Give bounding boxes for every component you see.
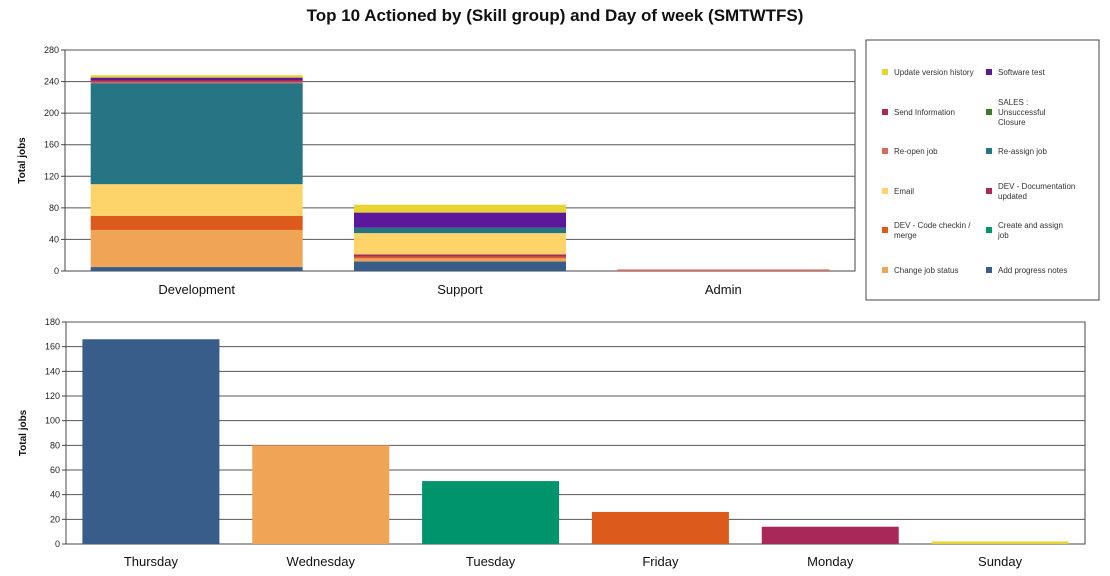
x-category-label: Wednesday bbox=[287, 554, 356, 569]
bar-segment-support-change-job-status bbox=[354, 258, 566, 262]
bar-segment-development-dev-code-checkin-merge bbox=[90, 215, 303, 230]
bar-thursday bbox=[82, 339, 220, 544]
bar-segment-admin-re-open-job bbox=[617, 269, 830, 271]
legend-box bbox=[865, 39, 1100, 301]
bar-segment-support-update-version-history bbox=[354, 204, 566, 213]
bar-segment-support-email bbox=[354, 233, 566, 255]
legend-swatch-dev-documentation-updated bbox=[986, 188, 992, 194]
legend-label-sales-unsuccessful-closure: SALES : Unsuccessful Closure bbox=[998, 98, 1046, 127]
bottom-y-tick-label: 20 bbox=[50, 514, 60, 524]
legend-swatch-create-and-assign-job bbox=[986, 227, 992, 233]
bottom-y-tick-label: 100 bbox=[45, 416, 60, 426]
top-y-tick-label: 200 bbox=[44, 108, 59, 118]
bar-segment-development-add-progress-notes bbox=[90, 267, 303, 271]
bar-friday bbox=[591, 511, 729, 544]
legend-swatch-add-progress-notes bbox=[986, 267, 992, 273]
bar-wednesday bbox=[252, 445, 390, 544]
bar-segment-development-email bbox=[90, 184, 303, 216]
legend-label-re-assign-job: Re-assign job bbox=[998, 147, 1047, 156]
bottom-y-axis-label: Total jobs bbox=[18, 409, 29, 456]
bar-segment-support-dev-code-checkin-merge bbox=[354, 256, 566, 259]
x-category-label: Tuesday bbox=[466, 554, 516, 569]
legend-label-update-version-history: Update version history bbox=[894, 68, 974, 77]
x-category-label: Sunday bbox=[978, 554, 1023, 569]
x-category-label: Thursday bbox=[124, 554, 179, 569]
bottom-chart-day-of-week: 0 20 40 60 80 100 120 140 160 180 Total jobs Thursd… bbox=[18, 317, 1086, 569]
legend-swatch-change-job-status bbox=[882, 267, 888, 273]
legend-swatch-sales-unsuccessful-closure bbox=[986, 109, 992, 115]
x-category-label: Friday bbox=[642, 554, 679, 569]
legend-label-change-job-status: Change job status bbox=[894, 266, 959, 275]
top-y-tick-label: 120 bbox=[44, 171, 59, 181]
legend-label-software-test: Software test bbox=[998, 68, 1045, 77]
bar-segment-development-change-job-status bbox=[90, 265, 303, 268]
legend-label-send-information: Send Information bbox=[894, 108, 955, 117]
bottom-y-tick-label: 60 bbox=[50, 465, 60, 475]
x-category-label: Development bbox=[158, 282, 235, 297]
bar-segment-development-software-test bbox=[90, 77, 303, 80]
legend-swatch-re-open-job bbox=[882, 148, 888, 154]
top-y-tick-label: 240 bbox=[44, 77, 59, 87]
legend-swatch-send-information bbox=[882, 109, 888, 115]
bar-segment-development-re-open-job bbox=[90, 81, 303, 84]
legend-label-dev-code-checkin-merge: DEV - Code checkin / merge bbox=[894, 221, 971, 240]
bar-segment-support-add-progress-notes bbox=[354, 261, 566, 271]
x-category-label: Support bbox=[437, 282, 483, 297]
legend-swatch-email bbox=[882, 188, 888, 194]
bottom-y-tick-label: 120 bbox=[45, 391, 60, 401]
bar-segment-development-change-job-status bbox=[90, 229, 303, 266]
bar-segment-support-dev-documentation-updated bbox=[354, 254, 566, 257]
bottom-y-tick-label: 180 bbox=[45, 317, 60, 327]
legend-swatch-dev-code-checkin-merge bbox=[882, 227, 888, 233]
bar-monday bbox=[761, 526, 899, 544]
top-y-tick-label: 80 bbox=[49, 203, 59, 213]
top-chart-skill-group: 0 40 80 120 160 200 240 280 Total jobs Developmen… bbox=[17, 45, 856, 297]
bottom-y-tick-label: 140 bbox=[45, 366, 60, 376]
bottom-y-tick-label: 40 bbox=[50, 490, 60, 500]
x-category-label: Admin bbox=[705, 282, 742, 297]
bar-segment-support-software-test bbox=[354, 212, 566, 228]
top-y-tick-label: 0 bbox=[54, 266, 59, 276]
legend-swatch-update-version-history bbox=[882, 69, 888, 75]
top-y-tick-label: 280 bbox=[44, 45, 59, 55]
bottom-plot-frame bbox=[65, 321, 1086, 545]
legend-swatch-re-assign-job bbox=[986, 148, 992, 154]
bar-sunday bbox=[931, 541, 1069, 544]
legend-label-add-progress-notes: Add progress notes bbox=[998, 266, 1067, 275]
bottom-y-tick-label: 160 bbox=[45, 342, 60, 352]
bar-segment-support-re-assign-job bbox=[354, 227, 566, 234]
bar-segment-development-re-assign-job bbox=[90, 83, 303, 185]
bottom-y-tick-label: 0 bbox=[55, 539, 60, 549]
x-category-label: Monday bbox=[807, 554, 854, 569]
chart-title: Top 10 Actioned by (Skill group) and Day… bbox=[306, 6, 804, 25]
legend-label-re-open-job: Re-open job bbox=[894, 147, 938, 156]
bar-segment-development-send-information bbox=[90, 79, 303, 82]
top-y-axis-label: Total jobs bbox=[17, 137, 28, 184]
legend-label-email: Email bbox=[894, 187, 914, 196]
bottom-y-tick-label: 80 bbox=[50, 440, 60, 450]
legend-swatch-software-test bbox=[986, 69, 992, 75]
top-y-tick-label: 40 bbox=[49, 234, 59, 244]
legend-label-create-and-assign-job: Create and assign job bbox=[997, 221, 1063, 240]
legend-label-dev-documentation-updated: DEV - Documentation updated bbox=[998, 182, 1075, 201]
top-y-tick-label: 160 bbox=[44, 140, 59, 150]
legend: Update version history Software test Send … bbox=[865, 39, 1100, 301]
bar-segment-development-update-version-history bbox=[90, 75, 303, 78]
bar-tuesday bbox=[422, 481, 560, 544]
